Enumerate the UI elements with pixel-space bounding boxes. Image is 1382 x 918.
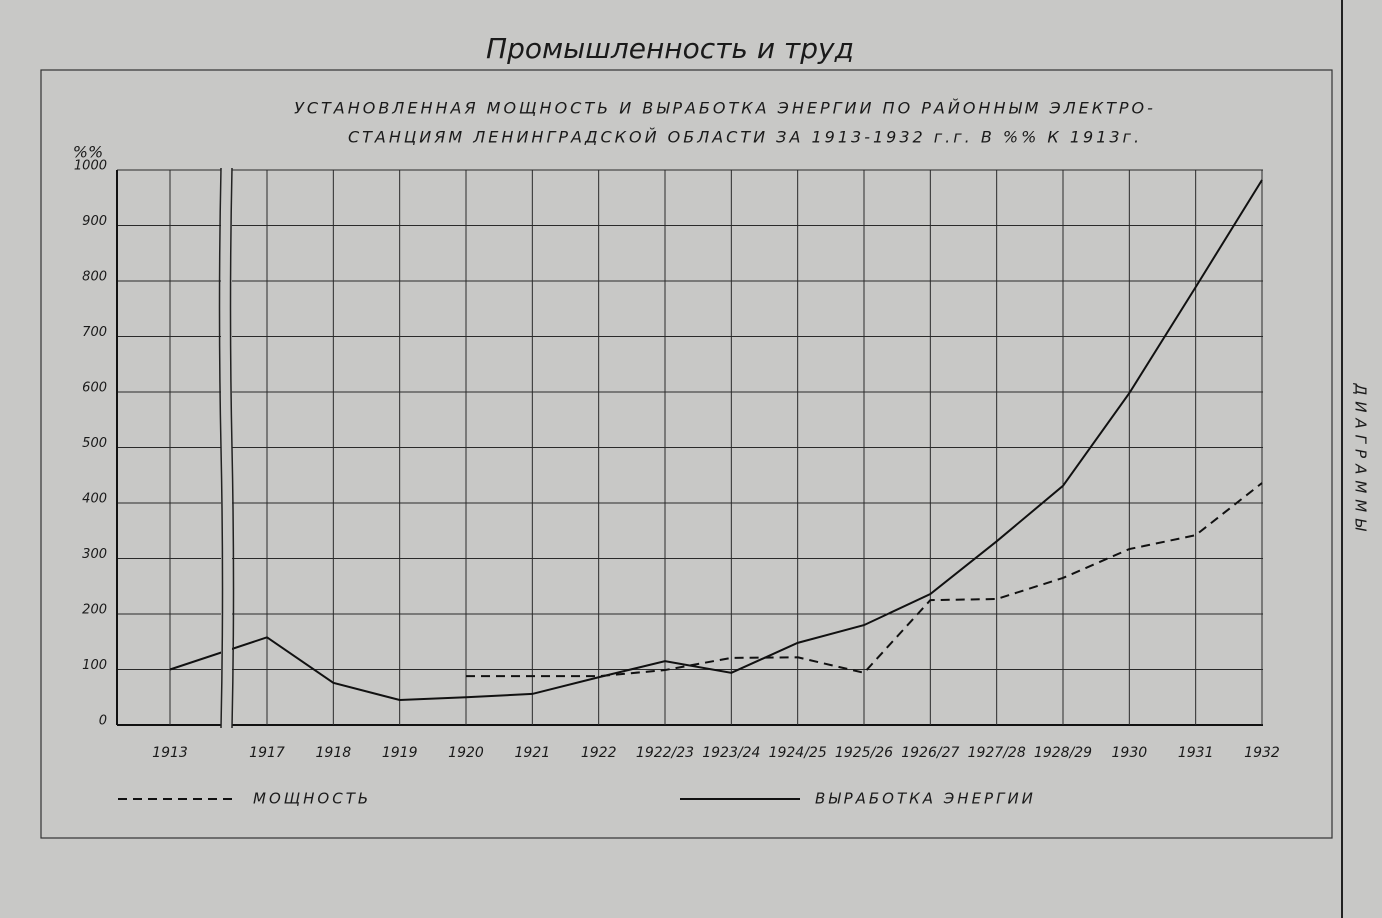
y-tick-label: 1000 — [74, 159, 107, 174]
y-tick-label: 0 — [99, 714, 107, 729]
frame — [40, 69, 1333, 839]
x-tick-label: 1922 — [581, 745, 617, 761]
x-tick-label: 1931 — [1178, 745, 1214, 761]
y-axis-label: %% — [73, 143, 103, 162]
legend-label: МОЩНОСТЬ — [253, 790, 371, 808]
x-tick-label: 1926/27 — [901, 745, 959, 761]
header: Промышленность и труд — [486, 32, 854, 65]
plot: 0 100 200 300 400 500 600 700 800 900 1000 1913 1917… — [74, 159, 1280, 808]
y-tick-label: 600 — [82, 381, 107, 396]
x-tick-label: 1918 — [316, 745, 352, 761]
x-tick-label: 1930 — [1112, 745, 1148, 761]
x-tick-label: 1917 — [249, 745, 285, 761]
axis-break — [221, 168, 232, 728]
x-tick-label: 1925/26 — [835, 745, 893, 761]
y-tick-label: 100 — [82, 658, 107, 673]
chart-title: СТАНЦИЯМ ЛЕНИНГРАДСКОЙ ОБЛАСТИ ЗА 1913-1… — [348, 128, 1142, 147]
x-tick-label: 1913 — [152, 745, 188, 761]
x-tick-label: 1932 — [1244, 745, 1280, 761]
data-line — [466, 482, 1263, 678]
y-tick-label: 500 — [82, 436, 107, 451]
x-tick-label: 1928/29 — [1034, 745, 1092, 761]
x-tick-label: 1927/28 — [968, 745, 1026, 761]
y-tick-label: 700 — [82, 325, 107, 340]
y-tick-label: 900 — [82, 214, 107, 229]
x-tick-label: 1922/23 — [636, 745, 694, 761]
side-label: ДИАГРАММЫ — [1352, 382, 1370, 536]
x-tick-label: 1923/24 — [702, 745, 760, 761]
legend-label: ВЫРАБОТКА ЭНЕРГИИ — [815, 790, 1036, 808]
y-tick-label: 300 — [82, 547, 107, 562]
y-tick-label: 800 — [82, 270, 107, 285]
x-tick-label: 1920 — [448, 745, 484, 761]
x-tick-label: 1919 — [382, 745, 418, 761]
chart-title: УСТАНОВЛЕННАЯ МОЩНОСТЬ И ВЫРАБОТКА ЭНЕРГ… — [294, 99, 1156, 118]
y-tick-label: 400 — [82, 492, 107, 507]
axis-break-line — [218, 167, 235, 729]
y-tick-label: 200 — [82, 603, 107, 618]
x-tick-label: 1921 — [515, 745, 551, 761]
x-tick-label: 1924/25 — [769, 745, 827, 761]
data-line — [169, 179, 1263, 702]
